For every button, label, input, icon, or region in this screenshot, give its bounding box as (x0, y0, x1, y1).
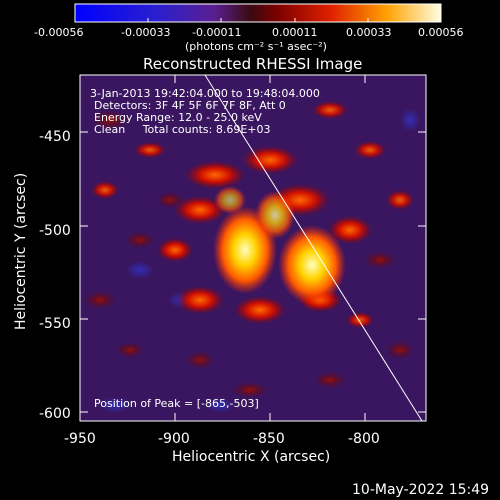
x-axis-label: Heliocentric X (arcsec) (172, 449, 330, 465)
x-tick-label: -800 (348, 431, 380, 447)
y-axis-label: Heliocentric Y (arcsec) (13, 173, 29, 330)
colorbar (74, 3, 442, 23)
colorbar-tick-label: 0.00056 (418, 26, 464, 39)
info-line-time: 3-Jan-2013 19:42:04.000 to 19:48:04.000 (90, 87, 320, 100)
colorbar-tick-label: 0.00011 (272, 26, 318, 39)
y-tick-label: -500 (39, 223, 71, 239)
colorbar-tick-label: -0.00056 (34, 26, 83, 39)
rhessi-image (80, 75, 426, 421)
x-tick-label: -950 (64, 431, 96, 447)
solar-limb-line (204, 74, 423, 422)
colorbar-tick-label: -0.00011 (192, 26, 241, 39)
peak-position-label: Position of Peak = [-865,-503] (94, 397, 259, 410)
info-line-detectors: Detectors: 3F 4F 5F 6F 7F 8F, Att 0 (94, 99, 286, 112)
y-tick-label: -450 (39, 129, 71, 145)
x-tick-label: -900 (158, 431, 190, 447)
x-tick-label: -850 (253, 431, 285, 447)
x-ticks (79, 75, 366, 421)
colorbar-tick-label: -0.00033 (121, 26, 170, 39)
footer-timestamp: 10-May-2022 15:49 (352, 482, 489, 498)
colorbar-units: (photons cm⁻² s⁻¹ asec⁻²) (185, 40, 327, 53)
plot-frame (79, 74, 427, 422)
info-line-counts: Clean Total counts: 8.69E+03 (94, 123, 271, 136)
y-ticks (80, 131, 426, 413)
colorbar-tick-label: 0.00033 (346, 26, 392, 39)
info-line-energy: Energy Range: 12.0 - 25.0 keV (94, 111, 262, 124)
y-tick-label: -550 (39, 316, 71, 332)
image-title: Reconstructed RHESSI Image (143, 55, 362, 73)
colorbar-ticks (74, 18, 442, 22)
y-tick-label: -600 (39, 406, 71, 422)
